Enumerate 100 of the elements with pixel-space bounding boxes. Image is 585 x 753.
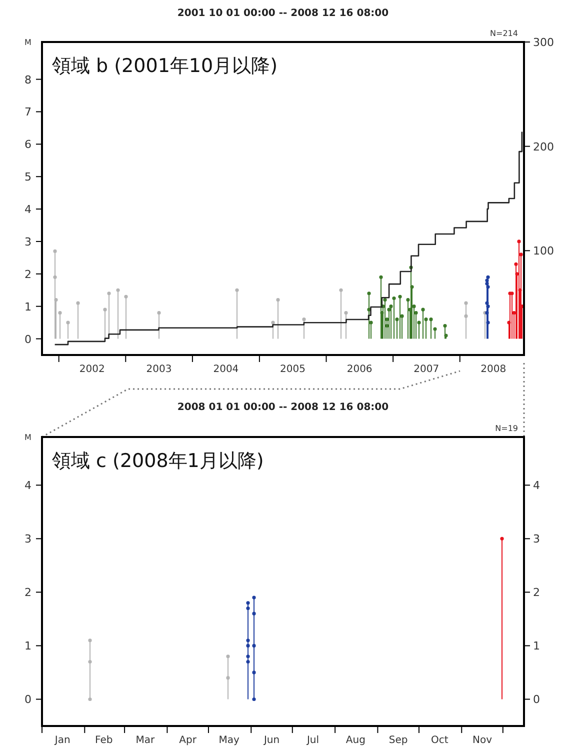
point bbox=[252, 670, 256, 674]
point bbox=[54, 298, 58, 302]
y2-tick-label: 3 bbox=[533, 532, 540, 546]
point bbox=[412, 304, 416, 308]
x-tick-label: 2008 bbox=[480, 364, 506, 375]
point bbox=[400, 314, 404, 318]
x-tick-label: May bbox=[218, 735, 240, 746]
y-axis-title: M bbox=[24, 433, 32, 442]
text: N=214 bbox=[490, 29, 518, 38]
point bbox=[53, 275, 57, 279]
point bbox=[103, 308, 107, 312]
y-tick-label: 1 bbox=[24, 640, 32, 653]
y-tick-label: 7 bbox=[24, 106, 32, 119]
point bbox=[486, 304, 490, 308]
point bbox=[387, 308, 391, 312]
x-tick-label: Jul bbox=[306, 735, 320, 746]
point bbox=[252, 596, 256, 600]
point bbox=[443, 324, 447, 328]
point bbox=[252, 612, 256, 616]
point bbox=[398, 294, 402, 298]
point bbox=[246, 654, 250, 658]
point bbox=[276, 298, 280, 302]
point bbox=[252, 644, 256, 648]
point bbox=[389, 304, 393, 308]
point bbox=[406, 298, 410, 302]
annotation: 領域 b (2001年10月以降) bbox=[52, 55, 278, 77]
point bbox=[485, 278, 489, 282]
y2-tick-label: 2 bbox=[533, 586, 540, 600]
annotation: 領域 c (2008年1月以降) bbox=[52, 450, 264, 472]
y2-tick-label: 200 bbox=[533, 140, 554, 154]
point bbox=[486, 320, 490, 324]
x-tick-label: 2003 bbox=[146, 364, 172, 375]
y-tick-label: 3 bbox=[24, 532, 32, 546]
point bbox=[464, 301, 468, 305]
point bbox=[339, 288, 343, 292]
point bbox=[485, 301, 489, 305]
point bbox=[235, 288, 239, 292]
y2-tick-label: 1 bbox=[533, 640, 540, 653]
point bbox=[519, 252, 523, 256]
point bbox=[383, 298, 387, 302]
point bbox=[486, 275, 490, 279]
y-tick-label: 0 bbox=[24, 332, 32, 346]
x-tick-label: 2002 bbox=[79, 364, 105, 375]
point bbox=[464, 314, 468, 318]
x-tick-label: Oct bbox=[430, 735, 448, 746]
point bbox=[252, 697, 256, 702]
point bbox=[414, 311, 418, 315]
point bbox=[515, 272, 519, 276]
text: N=19 bbox=[495, 424, 518, 433]
x-tick-label: 2004 bbox=[213, 364, 239, 375]
point bbox=[88, 660, 92, 664]
x-tick-label: 2006 bbox=[346, 364, 372, 375]
y-tick-label: 4 bbox=[24, 479, 32, 492]
y-tick-label: 2 bbox=[24, 268, 32, 281]
point bbox=[88, 697, 92, 702]
y2-tick-label: 100 bbox=[533, 244, 554, 258]
point bbox=[392, 296, 396, 300]
point bbox=[271, 320, 275, 324]
point bbox=[485, 282, 489, 286]
point bbox=[517, 240, 521, 244]
y-tick-label: 8 bbox=[24, 73, 32, 86]
point bbox=[500, 536, 504, 540]
point bbox=[421, 308, 425, 312]
y-tick-label: 1 bbox=[24, 300, 32, 314]
y2-tick-label: 300 bbox=[533, 36, 554, 49]
point bbox=[369, 320, 373, 324]
y2-tick-label: 0 bbox=[533, 693, 540, 706]
y-axis-title: M bbox=[24, 38, 32, 47]
y-tick-label: 0 bbox=[24, 693, 32, 706]
point bbox=[417, 320, 421, 324]
point bbox=[302, 318, 306, 322]
x-tick-label: Sep bbox=[388, 735, 408, 746]
point bbox=[507, 320, 511, 324]
x-tick-label: Mar bbox=[136, 735, 156, 746]
y-tick-label: 3 bbox=[24, 235, 32, 248]
y-tick-label: 5 bbox=[24, 170, 32, 184]
x-tick-label: Nov bbox=[472, 735, 492, 746]
point bbox=[124, 294, 128, 298]
point bbox=[379, 275, 383, 279]
point bbox=[344, 311, 348, 315]
x-tick-label: Jun bbox=[262, 735, 280, 746]
x-tick-label: Apr bbox=[179, 735, 198, 746]
point bbox=[385, 324, 389, 328]
point bbox=[486, 285, 490, 289]
point bbox=[66, 320, 70, 324]
point bbox=[429, 318, 433, 322]
point bbox=[246, 638, 250, 642]
point bbox=[385, 318, 389, 322]
point bbox=[116, 288, 120, 292]
point bbox=[53, 249, 57, 254]
chart-title: 2008 01 01 00:00 -- 2008 12 16 08:00 bbox=[177, 402, 389, 413]
point bbox=[395, 318, 399, 322]
point bbox=[58, 311, 62, 315]
point bbox=[226, 676, 230, 680]
point bbox=[512, 311, 516, 315]
x-tick-label: 2005 bbox=[280, 364, 306, 375]
point bbox=[107, 292, 111, 296]
point bbox=[518, 288, 522, 292]
point bbox=[246, 601, 250, 605]
x-tick-label: Feb bbox=[95, 735, 113, 746]
